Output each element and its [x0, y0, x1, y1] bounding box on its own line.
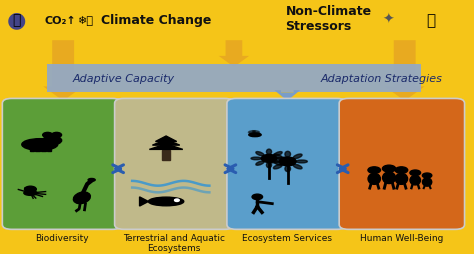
Bar — [47, 147, 51, 152]
Circle shape — [410, 170, 420, 176]
Polygon shape — [385, 41, 425, 101]
Ellipse shape — [268, 160, 279, 163]
Ellipse shape — [383, 172, 395, 184]
Ellipse shape — [277, 157, 287, 160]
Ellipse shape — [253, 131, 259, 134]
Ellipse shape — [73, 192, 91, 204]
FancyBboxPatch shape — [47, 65, 421, 93]
Circle shape — [395, 167, 408, 174]
Bar — [163, 151, 170, 160]
Bar — [30, 147, 35, 152]
Circle shape — [43, 133, 53, 138]
Ellipse shape — [43, 136, 62, 145]
Text: Biodiversity: Biodiversity — [35, 233, 89, 242]
FancyBboxPatch shape — [339, 99, 465, 229]
Text: 🚛: 🚛 — [426, 13, 435, 28]
Text: ●: ● — [7, 11, 26, 30]
Circle shape — [261, 155, 277, 163]
Text: ❄🌡: ❄🌡 — [77, 15, 93, 25]
Ellipse shape — [273, 154, 282, 159]
Ellipse shape — [285, 152, 291, 157]
FancyBboxPatch shape — [2, 99, 122, 229]
Ellipse shape — [368, 173, 381, 185]
Ellipse shape — [266, 163, 272, 168]
Text: Climate Change: Climate Change — [100, 14, 211, 27]
Ellipse shape — [422, 178, 432, 186]
Text: Adaptive Capacity: Adaptive Capacity — [73, 74, 174, 84]
Polygon shape — [274, 91, 300, 101]
Text: Human Well-Being: Human Well-Being — [360, 233, 444, 242]
Polygon shape — [149, 144, 183, 150]
Ellipse shape — [395, 173, 408, 185]
Circle shape — [174, 199, 179, 202]
Text: Adaptation Strategies: Adaptation Strategies — [320, 74, 442, 84]
Ellipse shape — [293, 165, 302, 169]
Ellipse shape — [22, 139, 58, 151]
Ellipse shape — [256, 152, 264, 156]
Ellipse shape — [293, 154, 302, 159]
FancyBboxPatch shape — [227, 99, 346, 229]
Ellipse shape — [251, 157, 261, 160]
Ellipse shape — [285, 166, 291, 172]
Circle shape — [383, 166, 396, 172]
Bar — [41, 147, 46, 152]
Ellipse shape — [296, 160, 307, 163]
Ellipse shape — [273, 165, 282, 169]
FancyBboxPatch shape — [115, 99, 234, 229]
Polygon shape — [155, 136, 177, 142]
Circle shape — [279, 157, 296, 166]
Ellipse shape — [88, 179, 95, 182]
Ellipse shape — [410, 176, 420, 185]
Circle shape — [252, 194, 263, 200]
Text: Terrestrial and Aquatic
Ecosystems: Terrestrial and Aquatic Ecosystems — [123, 233, 225, 252]
Ellipse shape — [248, 131, 255, 134]
Ellipse shape — [148, 197, 184, 206]
Text: 🌍: 🌍 — [12, 13, 20, 27]
Polygon shape — [43, 41, 83, 101]
Ellipse shape — [249, 133, 261, 137]
Text: Non-Climate
Stressors: Non-Climate Stressors — [285, 5, 372, 33]
Circle shape — [52, 133, 62, 138]
Ellipse shape — [274, 161, 282, 166]
Text: ✦: ✦ — [383, 12, 394, 26]
Text: Ecosystem Services: Ecosystem Services — [242, 233, 331, 242]
Polygon shape — [219, 41, 249, 68]
Polygon shape — [153, 140, 180, 146]
Circle shape — [25, 186, 36, 193]
Text: CO₂↑: CO₂↑ — [45, 15, 76, 25]
Circle shape — [368, 167, 381, 174]
Ellipse shape — [266, 150, 272, 155]
Circle shape — [422, 173, 432, 178]
Ellipse shape — [274, 152, 282, 156]
Ellipse shape — [256, 161, 264, 166]
Polygon shape — [139, 197, 148, 206]
FancyBboxPatch shape — [0, 0, 468, 43]
Ellipse shape — [24, 191, 37, 196]
Bar — [36, 147, 40, 152]
